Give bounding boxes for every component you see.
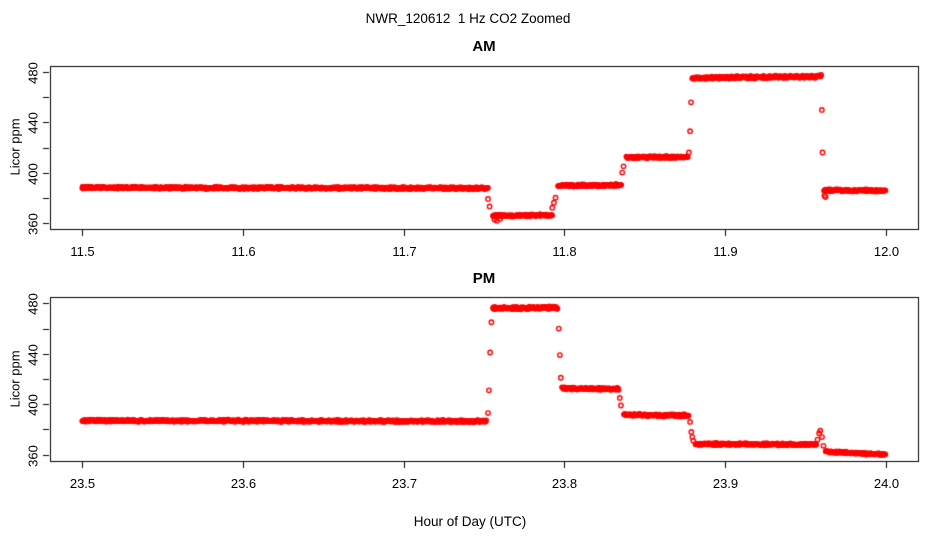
x-tick-label: 23.8 [551,476,578,491]
x-tick-label: 11.7 [392,244,417,259]
x-tick-label: 23.9 [712,476,739,491]
am-plot-title: AM [472,38,496,55]
x-axis-label: Hour of Day (UTC) [413,514,527,529]
y-tick-label: 480 [25,292,41,315]
x-tick-label: 23.5 [69,476,96,491]
x-tick-label: 11.8 [552,244,577,259]
x-tick-label: 23.6 [230,476,257,491]
x-tick-label: 11.6 [231,244,256,259]
am-y-axis-label: Licor ppm [7,118,23,176]
y-tick-label: 400 [25,162,41,185]
x-tick-label: 23.7 [391,476,418,491]
y-tick-label: 440 [25,111,41,134]
y-tick-label: 480 [25,61,41,84]
y-tick-label: 360 [25,212,41,235]
y-tick-label: 360 [25,444,41,467]
y-tick-label: 440 [25,343,41,366]
x-tick-label: 24.0 [873,476,900,491]
x-tick-label: 11.5 [70,244,95,259]
figure-title: NWR_120612 1 Hz CO2 Zoomed [365,11,571,26]
x-tick-label: 11.9 [713,244,738,259]
pm-plot-title: PM [472,270,496,287]
pm-y-axis-label: Licor ppm [7,350,23,408]
x-tick-label: 12.0 [873,244,900,259]
y-tick-label: 400 [25,393,41,416]
